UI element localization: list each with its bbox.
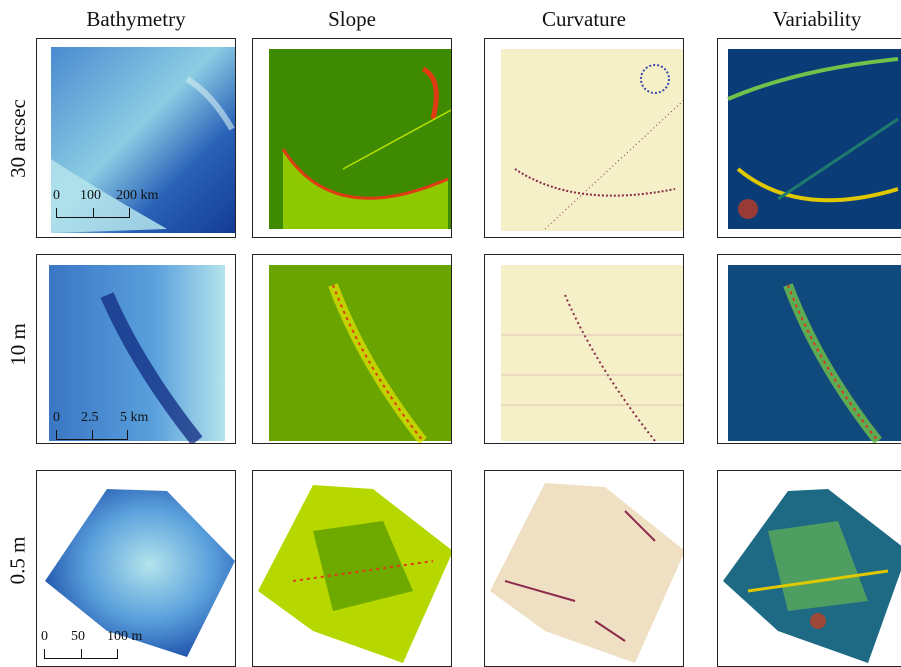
panel-curvature-10-m <box>484 254 684 444</box>
scale-bar-100-m: 0 50 100 m <box>41 629 142 659</box>
row-label-text: 30 arcsec <box>5 98 30 178</box>
panel-bathymetry-30-arcsec <box>36 38 236 238</box>
panel-variability-0-5-m <box>717 470 901 667</box>
row-label-text: 0.5 m <box>5 536 30 584</box>
column-header-slope: Slope <box>328 7 376 31</box>
row-label-10-m: 10 m <box>0 254 36 434</box>
scale-label: 5 km <box>120 410 149 425</box>
slope-map-image <box>269 49 451 229</box>
row-label-text: 10 m <box>5 322 30 366</box>
panel-variability-30-arcsec <box>717 38 901 238</box>
curvature-map-image <box>490 483 683 663</box>
column-header-curvature: Curvature <box>542 7 626 31</box>
scale-label: 50 <box>71 629 85 644</box>
column-header-variability: Variability <box>772 7 862 31</box>
row-label-0-5-m: 0.5 m <box>0 470 36 650</box>
scale-label: 100 <box>80 188 101 203</box>
scale-label: 100 m <box>107 629 143 644</box>
scale-label: 2.5 <box>81 410 99 425</box>
scale-label: 200 km <box>116 188 159 203</box>
scale-label: 0 <box>53 410 60 425</box>
scale-bar-200-km: 0 100 200 km <box>53 188 158 218</box>
variability-map-image <box>727 49 901 229</box>
panel-curvature-0-5-m <box>484 470 684 667</box>
bathymetry-map-image <box>49 265 225 443</box>
curvature-map-image <box>501 49 683 231</box>
variability-map-image <box>723 489 901 663</box>
slope-map-image <box>269 265 451 443</box>
panel-slope-0-5-m <box>252 470 452 667</box>
panel-slope-30-arcsec <box>252 38 452 238</box>
column-header-bathymetry: Bathymetry <box>86 7 186 31</box>
panel-bathymetry-0-5-m <box>36 470 236 667</box>
bathymetry-map-image <box>51 47 235 233</box>
variability-map-image <box>728 265 901 443</box>
panel-slope-10-m <box>252 254 452 444</box>
panel-curvature-30-arcsec <box>484 38 684 238</box>
slope-map-image <box>258 485 451 663</box>
panel-variability-10-m <box>717 254 901 444</box>
row-label-30-arcsec: 30 arcsec <box>0 48 36 228</box>
scale-label: 0 <box>53 188 60 203</box>
bathymetry-map-image <box>45 489 235 657</box>
curvature-map-image <box>501 265 683 442</box>
scale-label: 0 <box>41 629 48 644</box>
scale-bar-5-km: 0 2.5 5 km <box>53 410 148 440</box>
panel-bathymetry-10-m <box>36 254 236 444</box>
